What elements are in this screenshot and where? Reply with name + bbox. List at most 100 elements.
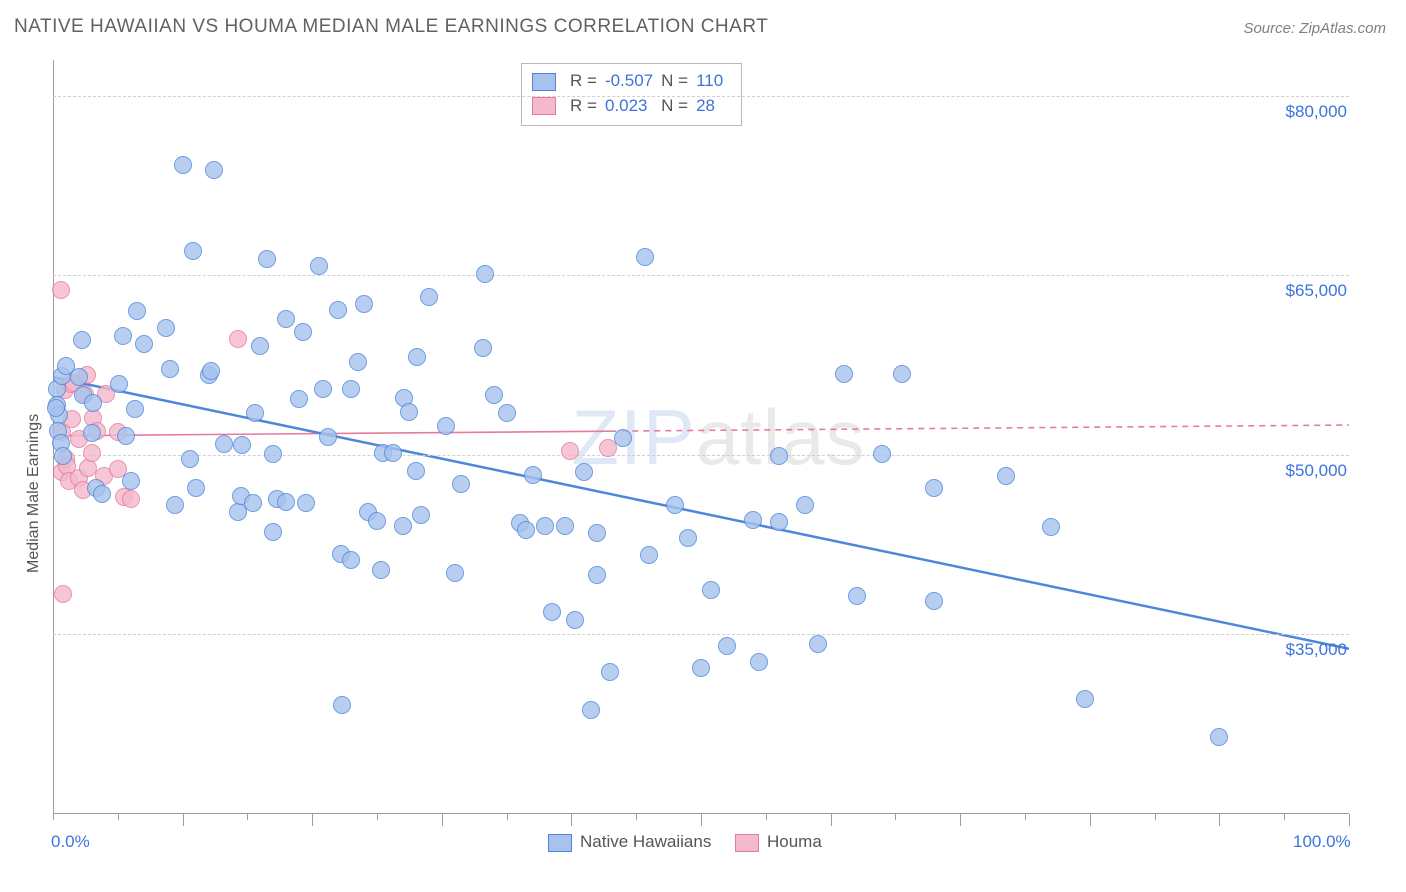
data-point-a bbox=[184, 242, 202, 260]
x-tick-minor bbox=[118, 814, 119, 820]
data-point-a bbox=[342, 380, 360, 398]
data-point-a bbox=[614, 429, 632, 447]
data-point-a bbox=[264, 523, 282, 541]
x-tick-major bbox=[1219, 814, 1220, 826]
data-point-a bbox=[750, 653, 768, 671]
data-point-a bbox=[437, 417, 455, 435]
x-tick-major bbox=[1090, 814, 1091, 826]
data-point-a bbox=[47, 399, 65, 417]
data-point-a bbox=[122, 472, 140, 490]
swatch-b-icon bbox=[532, 97, 556, 115]
data-point-b bbox=[122, 490, 140, 508]
data-point-a bbox=[835, 365, 853, 383]
data-point-a bbox=[543, 603, 561, 621]
data-point-a bbox=[258, 250, 276, 268]
source-credit: Source: ZipAtlas.com bbox=[1243, 20, 1386, 37]
y-tick-label: $35,000 bbox=[1257, 640, 1347, 660]
data-point-a bbox=[408, 348, 426, 366]
data-point-a bbox=[277, 310, 295, 328]
data-point-a bbox=[412, 506, 430, 524]
data-point-a bbox=[636, 248, 654, 266]
stat-n-a: 110 bbox=[696, 69, 731, 94]
plot-area: ZIPatlas Median Male Earnings R = -0.507… bbox=[53, 60, 1349, 814]
data-point-a bbox=[310, 257, 328, 275]
data-point-b bbox=[52, 281, 70, 299]
data-point-a bbox=[290, 390, 308, 408]
x-tick-max: 100.0% bbox=[1293, 832, 1351, 852]
data-point-a bbox=[233, 436, 251, 454]
data-point-b bbox=[229, 330, 247, 348]
data-point-a bbox=[294, 323, 312, 341]
x-tick-minor bbox=[766, 814, 767, 820]
data-point-a bbox=[893, 365, 911, 383]
data-point-a bbox=[84, 394, 102, 412]
gridline bbox=[53, 455, 1349, 456]
gridline bbox=[53, 634, 1349, 635]
data-point-a bbox=[446, 564, 464, 582]
stat-n-label: N = bbox=[661, 69, 696, 94]
data-point-a bbox=[93, 485, 111, 503]
data-point-a bbox=[246, 404, 264, 422]
data-point-a bbox=[368, 512, 386, 530]
data-point-a bbox=[128, 302, 146, 320]
x-tick-minor bbox=[636, 814, 637, 820]
x-tick-minor bbox=[53, 814, 54, 820]
chart-container: { "title": "NATIVE HAWAIIAN VS HOUMA MED… bbox=[0, 0, 1406, 892]
series-legend: Native Hawaiians Houma bbox=[548, 832, 822, 852]
data-point-a bbox=[166, 496, 184, 514]
x-tick-minor bbox=[247, 814, 248, 820]
data-point-a bbox=[925, 479, 943, 497]
data-point-a bbox=[575, 463, 593, 481]
data-point-a bbox=[517, 521, 535, 539]
data-point-a bbox=[566, 611, 584, 629]
x-tick-minor bbox=[1025, 814, 1026, 820]
data-point-a bbox=[702, 581, 720, 599]
data-point-a bbox=[420, 288, 438, 306]
data-point-a bbox=[524, 466, 542, 484]
data-point-a bbox=[333, 696, 351, 714]
data-point-a bbox=[73, 331, 91, 349]
data-point-a bbox=[394, 517, 412, 535]
data-point-a bbox=[692, 659, 710, 677]
trendline-b-dashed bbox=[610, 425, 1349, 431]
x-tick-major bbox=[571, 814, 572, 826]
series-a-label: Native Hawaiians bbox=[580, 832, 711, 851]
data-point-a bbox=[997, 467, 1015, 485]
data-point-b bbox=[561, 442, 579, 460]
swatch-series-b-icon bbox=[735, 834, 759, 852]
x-tick-major bbox=[183, 814, 184, 826]
trend-lines-layer bbox=[53, 60, 1349, 814]
data-point-a bbox=[251, 337, 269, 355]
data-point-a bbox=[174, 156, 192, 174]
data-point-a bbox=[215, 435, 233, 453]
x-tick-minor bbox=[1284, 814, 1285, 820]
data-point-a bbox=[796, 496, 814, 514]
x-tick-minor bbox=[507, 814, 508, 820]
data-point-a bbox=[349, 353, 367, 371]
data-point-a bbox=[1210, 728, 1228, 746]
data-point-a bbox=[355, 295, 373, 313]
data-point-a bbox=[744, 511, 762, 529]
data-point-a bbox=[407, 462, 425, 480]
data-point-a bbox=[588, 524, 606, 542]
swatch-a-icon bbox=[532, 73, 556, 91]
data-point-a bbox=[498, 404, 516, 422]
x-tick-major bbox=[442, 814, 443, 826]
x-tick-major bbox=[1349, 814, 1350, 826]
data-point-a bbox=[452, 475, 470, 493]
stats-row-b: R = 0.023 N = 28 bbox=[532, 94, 731, 119]
data-point-a bbox=[205, 161, 223, 179]
x-tick-minor bbox=[1155, 814, 1156, 820]
data-point-a bbox=[1076, 690, 1094, 708]
data-point-a bbox=[640, 546, 658, 564]
data-point-a bbox=[202, 362, 220, 380]
data-point-a bbox=[329, 301, 347, 319]
gridline bbox=[53, 275, 1349, 276]
data-point-a bbox=[114, 327, 132, 345]
y-axis-label: Median Male Earnings bbox=[25, 414, 43, 573]
series-b-label: Houma bbox=[767, 832, 822, 851]
y-tick-label: $65,000 bbox=[1257, 281, 1347, 301]
data-point-a bbox=[342, 551, 360, 569]
data-point-a bbox=[601, 663, 619, 681]
data-point-a bbox=[474, 339, 492, 357]
